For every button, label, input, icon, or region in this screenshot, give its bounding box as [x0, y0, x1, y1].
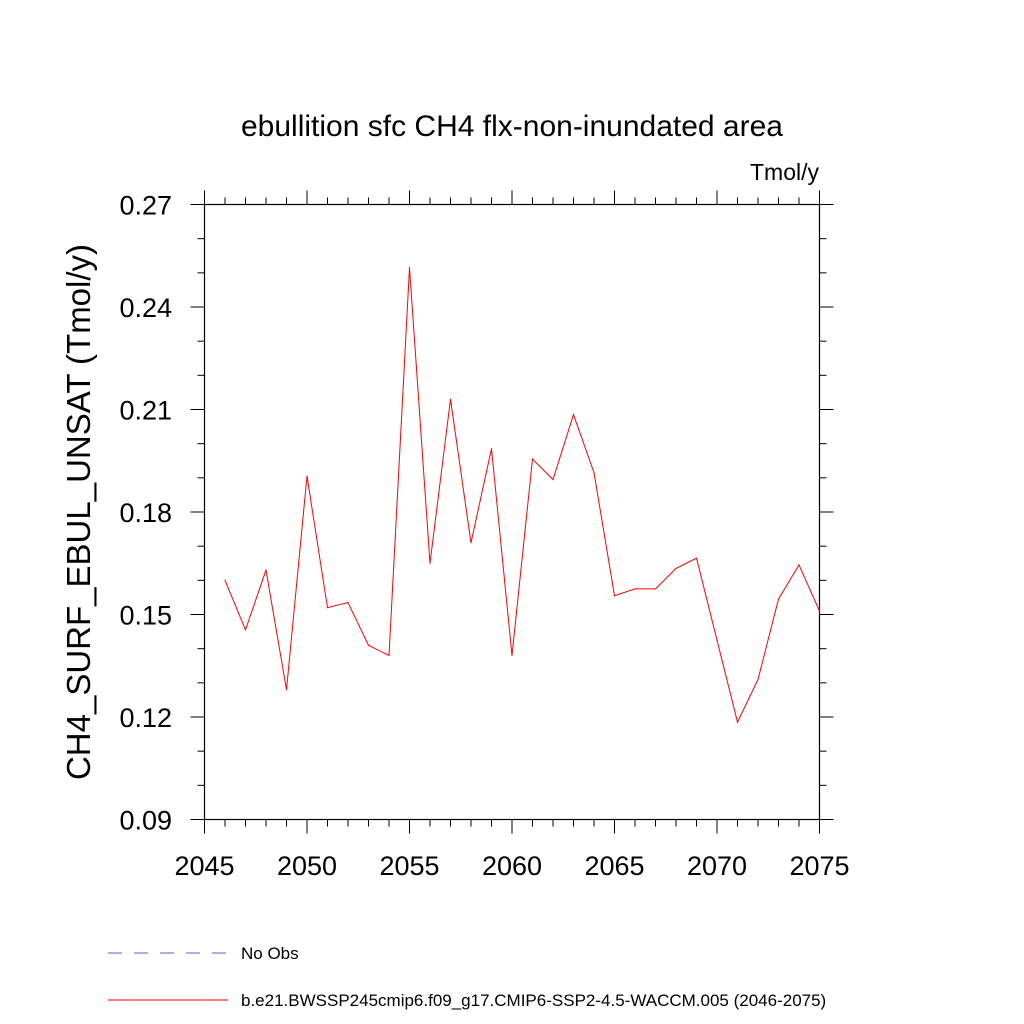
- data-point: [757, 678, 759, 681]
- y-tick-label: 0.12: [119, 703, 172, 733]
- x-tick-label: 2075: [789, 851, 849, 881]
- data-point: [490, 448, 493, 450]
- legend-label-1: b.e21.BWSSP245cmip6.f09_g17.CMIP6-SSP2-4…: [241, 991, 826, 1010]
- data-point: [449, 398, 452, 400]
- y-tick-label: 0.09: [119, 806, 172, 836]
- data-point: [593, 472, 595, 474]
- y-tick-label: 0.24: [119, 293, 172, 323]
- x-tick-labels: 2045 2050 2055 2060 2065 2070 2075: [174, 851, 849, 881]
- data-point: [695, 557, 698, 559]
- plot-frame: [203, 203, 821, 821]
- y-tick-label: 0.18: [119, 498, 172, 528]
- data-point: [634, 588, 636, 590]
- data-point: [388, 654, 390, 657]
- axis-ticks: [190, 190, 834, 834]
- x-tick-label: 2065: [584, 851, 644, 881]
- data-point: [244, 629, 247, 631]
- data-point: [326, 607, 329, 609]
- chart-title: ebullition sfc CH4 flx-non-inundated are…: [241, 110, 783, 143]
- y-axis-label: CH4_SURF_EBUL_UNSAT (Tmol/y): [60, 244, 97, 780]
- legend: No Obs b.e21.BWSSP245cmip6.f09_g17.CMIP6-…: [108, 944, 826, 1010]
- legend-label-0: No Obs: [241, 944, 299, 963]
- data-point: [306, 475, 308, 477]
- x-tick-label: 2045: [174, 851, 234, 881]
- data-point: [552, 478, 554, 481]
- data-point: [613, 595, 616, 597]
- series-line-0: [224, 267, 820, 724]
- data-point: [470, 542, 472, 544]
- data-point: [429, 562, 431, 564]
- data-point: [265, 569, 267, 571]
- series-layer: [224, 267, 821, 724]
- y-tick-label: 0.27: [119, 191, 172, 221]
- y-tick-label: 0.21: [119, 396, 172, 426]
- data-point: [654, 588, 657, 590]
- x-tick-label: 2050: [277, 851, 337, 881]
- data-point: [367, 644, 370, 646]
- y-tick-labels: 0.09 0.12 0.15 0.18 0.21 0.24 0.27: [119, 191, 172, 836]
- data-point: [408, 267, 411, 269]
- y-tick-label: 0.15: [119, 601, 172, 631]
- data-point: [736, 721, 739, 723]
- data-point: [572, 414, 575, 416]
- data-point: [716, 639, 718, 641]
- data-point: [798, 564, 800, 566]
- data-point: [347, 601, 349, 604]
- data-point: [777, 598, 780, 600]
- data-point: [224, 579, 226, 581]
- data-point: [511, 654, 513, 657]
- data-point: [675, 567, 677, 569]
- units-label: Tmol/y: [750, 159, 820, 185]
- x-tick-label: 2070: [687, 851, 747, 881]
- x-tick-label: 2060: [482, 851, 542, 881]
- data-point: [285, 689, 288, 691]
- data-point: [531, 458, 534, 460]
- x-tick-label: 2055: [379, 851, 439, 881]
- data-point: [818, 610, 821, 612]
